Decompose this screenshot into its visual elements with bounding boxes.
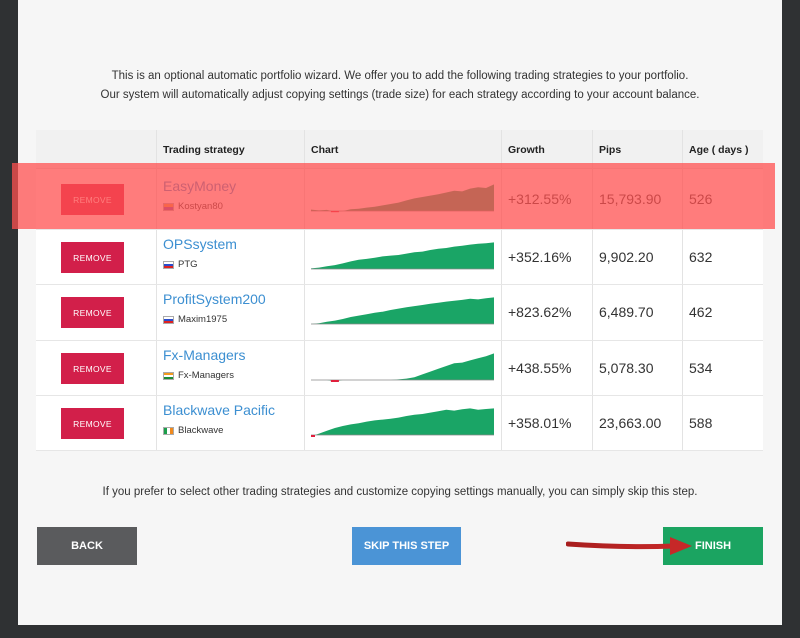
intro-line-2: Our system will automatically adjust cop… [100,89,700,101]
age-value: 632 [689,249,713,265]
table-row: REMOVE Fx-Managers Fx-Managers +438.55% … [36,340,763,396]
strategy-owner: Fx-Managers [163,370,234,381]
growth-chart [311,408,494,437]
strategy-owner: Maxim1975 [163,314,227,325]
chart-area [311,242,494,269]
column-divider [682,130,683,450]
header-strategy: Trading strategy [163,144,245,156]
growth-value: +823.62% [508,304,572,320]
owner-name: Maxim1975 [178,314,228,325]
chart-drawdown [311,435,315,437]
growth-chart [311,242,494,270]
intro-text: This is an optional automatic portfolio … [18,67,782,105]
strategy-owner: PTG [163,259,198,270]
remove-button[interactable]: REMOVE [61,297,124,328]
country-flag-icon [163,315,174,324]
table-row: REMOVE ProfitSystem200 Maxim1975 +823.62… [36,284,763,341]
strategy-owner: Blackwave [163,425,223,436]
owner-name: PTG [178,259,198,270]
row-highlight-overlay [12,163,775,229]
header-age: Age ( days ) [689,144,749,156]
column-divider [592,130,593,450]
outro-text: If you prefer to select other trading st… [102,486,698,498]
chart-area [311,353,494,382]
chart-drawdown [330,380,339,382]
intro-line-1: This is an optional automatic portfolio … [111,70,689,82]
age-value: 534 [689,360,713,376]
growth-chart [311,297,494,325]
back-button[interactable]: BACK [37,527,137,565]
header-growth: Growth [508,144,545,156]
strategy-name-link[interactable]: OPSsystem [163,236,237,252]
table-row: REMOVE Blackwave Pacific Blackwave +358.… [36,395,763,451]
red-arrow-icon [566,537,692,555]
strategy-name-link[interactable]: Blackwave Pacific [163,402,276,418]
owner-name: Fx-Managers [178,370,234,381]
remove-button[interactable]: REMOVE [61,242,124,273]
pips-value: 23,663.00 [599,415,662,431]
age-value: 462 [689,304,713,320]
column-divider [501,130,502,450]
country-flag-icon [163,426,174,435]
strategy-name-link[interactable]: Fx-Managers [163,347,246,363]
growth-value: +352.16% [508,249,572,265]
age-value: 588 [689,415,713,431]
skip-step-button[interactable]: SKIP THIS STEP [352,527,461,565]
chart-area [311,297,494,324]
strategy-name-link[interactable]: ProfitSystem200 [163,291,266,307]
header-pips: Pips [599,144,622,156]
wizard-panel: This is an optional automatic portfolio … [18,0,782,625]
pips-value: 5,078.30 [599,360,654,376]
growth-value: +358.01% [508,415,572,431]
country-flag-icon [163,371,174,380]
pips-value: 6,489.70 [599,304,654,320]
remove-button[interactable]: REMOVE [61,353,124,384]
table-header: Trading strategy Chart Growth Pips Age (… [36,130,763,169]
header-chart: Chart [311,144,339,156]
table-row: REMOVE OPSsystem PTG +352.16% 9,902.20 6… [36,229,763,285]
pips-value: 9,902.20 [599,249,654,265]
owner-name: Blackwave [178,425,224,436]
remove-button[interactable]: REMOVE [61,408,124,439]
column-divider [156,130,157,450]
growth-chart [311,353,494,382]
column-divider [304,130,305,450]
country-flag-icon [163,260,174,269]
chart-area [311,408,494,437]
growth-value: +438.55% [508,360,572,376]
